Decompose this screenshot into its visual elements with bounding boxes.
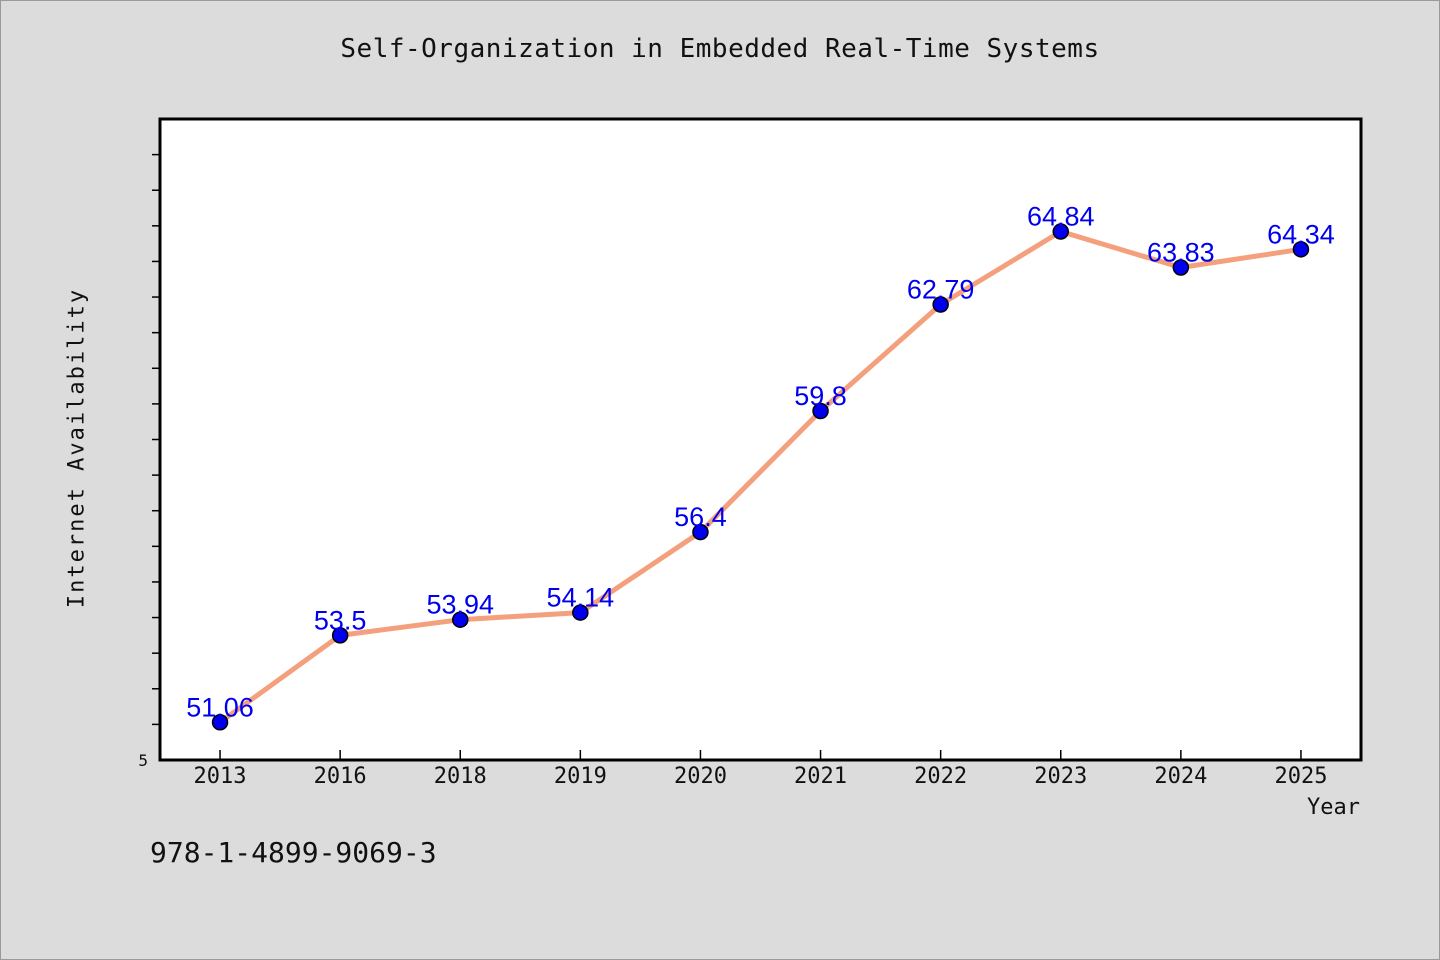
x-axis-ticks: 2013 2016 2018 2019 2020 2021 2022 2023 2024 2025 [194, 750, 1327, 789]
data-label: 51.06 [186, 692, 254, 722]
y-tick-label: 5 [138, 751, 148, 770]
y-axis-ticks: 5 [138, 153, 160, 770]
data-label: 63.83 [1147, 237, 1215, 267]
data-label: 64.84 [1027, 202, 1095, 232]
plot-area [158, 117, 1363, 762]
data-label: 64.34 [1267, 219, 1335, 249]
x-tick-label: 2020 [674, 764, 727, 789]
data-label: 62.79 [907, 275, 975, 305]
data-label: 59.8 [794, 381, 847, 411]
data-point [1052, 223, 1069, 240]
x-tick-label: 2023 [1034, 764, 1087, 789]
data-label: 53.5 [314, 605, 367, 635]
data-point [331, 627, 349, 644]
data-point [1292, 241, 1310, 258]
x-tick-label: 2016 [314, 764, 367, 789]
x-tick-label: 2013 [194, 764, 247, 789]
x-tick-label: 2024 [1154, 764, 1207, 789]
data-point [211, 714, 229, 731]
x-tick-label: 2019 [554, 764, 607, 789]
data-label: 56.4 [674, 502, 727, 532]
data-point [692, 523, 709, 541]
x-tick-label: 2018 [434, 764, 487, 789]
data-point [452, 611, 469, 628]
data-markers [211, 223, 1310, 731]
data-point [812, 402, 829, 420]
data-point [1172, 259, 1190, 276]
isbn-text: 978-1-4899-9069-3 [150, 836, 437, 869]
data-labels: 51.06 53.5 53.94 54.14 56.4 59.8 62.79 64.84 63.… [186, 202, 1334, 723]
x-axis-label: Year [1307, 795, 1360, 820]
x-tick-label: 2022 [914, 764, 967, 789]
x-tick-label: 2025 [1274, 764, 1327, 789]
data-label: 54.14 [547, 583, 615, 613]
x-tick-label: 2021 [794, 764, 847, 789]
data-point [572, 604, 589, 621]
chart-title: Self-Organization in Embedded Real-Time … [340, 34, 1100, 64]
series-line [217, 229, 1304, 725]
data-label: 53.94 [426, 590, 494, 620]
data-point [932, 296, 949, 313]
